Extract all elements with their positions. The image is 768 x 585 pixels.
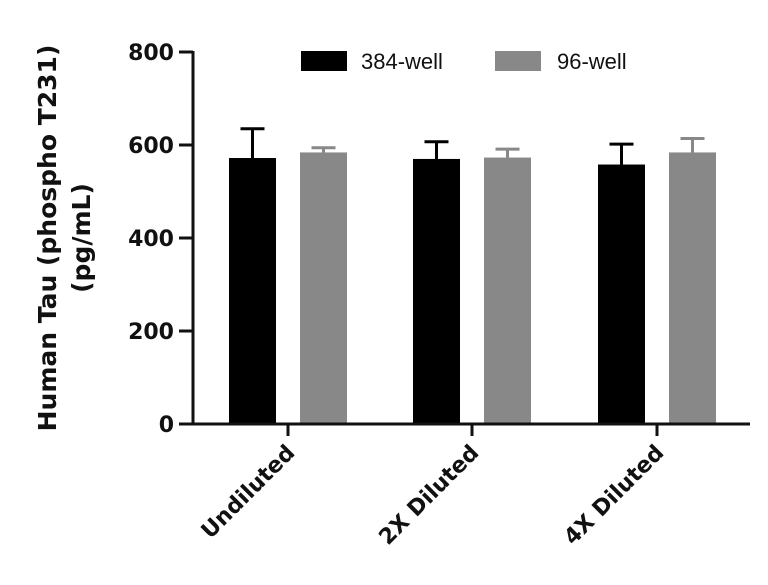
y-tick-label: 200 [128, 320, 174, 345]
legend-label: 96-well [557, 49, 627, 74]
legend-swatch [495, 51, 541, 71]
x-tick-label: 4X Diluted [560, 441, 670, 551]
legend-swatch [301, 51, 347, 71]
y-tick-label: 600 [128, 134, 174, 159]
legend-label: 384-well [361, 49, 443, 74]
bar [484, 157, 531, 423]
legend: 384-well 96-well [301, 49, 627, 74]
x-tick-label: Undiluted [197, 441, 300, 544]
plot-area: 0 200 400 600 800 Undiluted 2X Diluted 4X Dilut… [128, 41, 750, 550]
y-axis-title: Human Tau (phospho T231) (pg/mL) [33, 45, 96, 432]
bar [300, 152, 347, 423]
y-tick-label: 0 [159, 413, 174, 438]
bar [413, 158, 460, 423]
bar [669, 152, 716, 423]
bar [598, 164, 645, 423]
bar [229, 158, 276, 423]
y-tick-label: 800 [128, 41, 174, 66]
y-axis-title-line2: (pg/mL) [67, 183, 96, 293]
y-tick-label: 400 [128, 227, 174, 252]
y-axis-title-line1: Human Tau (phospho T231) [33, 45, 62, 432]
x-tick-label: 2X Diluted [375, 441, 485, 551]
